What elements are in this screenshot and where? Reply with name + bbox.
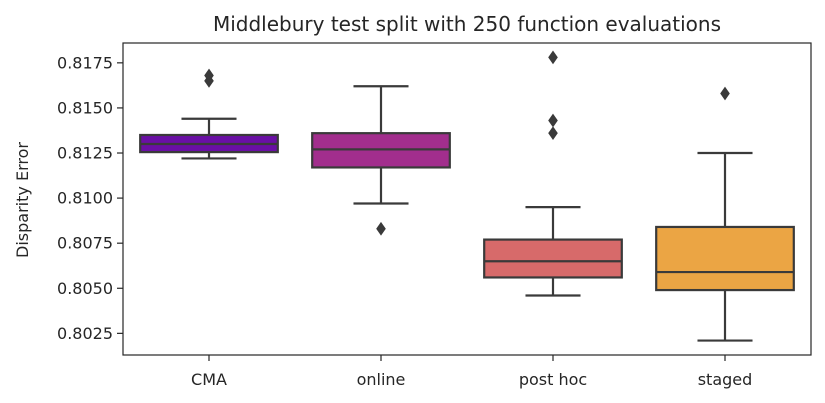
y-tick-label: 0.8175 [57, 53, 113, 72]
box-post-hoc [483, 238, 623, 279]
outlier-point [720, 86, 730, 101]
chart-title: Middlebury test split with 250 function … [213, 12, 721, 36]
plot-frame [122, 42, 812, 356]
outlier-point [548, 113, 558, 128]
outlier-point [376, 221, 386, 236]
y-tick-label: 0.8075 [57, 234, 113, 253]
y-tick-label: 0.8050 [57, 279, 113, 298]
outlier-point [548, 50, 558, 65]
x-tick-label: post hoc [519, 370, 587, 389]
y-tick-label: 0.8025 [57, 324, 113, 343]
plot-area: 0.8025 0.8050 0.8075 0.8100 0.8125 0.8150 0.81… [57, 50, 795, 389]
box-staged [655, 225, 795, 292]
outlier-point [548, 126, 558, 141]
x-tick-label: staged [698, 370, 753, 389]
outlier-point [204, 68, 214, 83]
y-axis-label: Disparity Error [13, 142, 32, 258]
x-tick-label: online [357, 370, 406, 389]
y-tick-label: 0.8100 [57, 189, 113, 208]
y-tick-label: 0.8150 [57, 98, 113, 117]
y-tick-label: 0.8125 [57, 144, 113, 163]
x-tick-label: CMA [191, 370, 227, 389]
